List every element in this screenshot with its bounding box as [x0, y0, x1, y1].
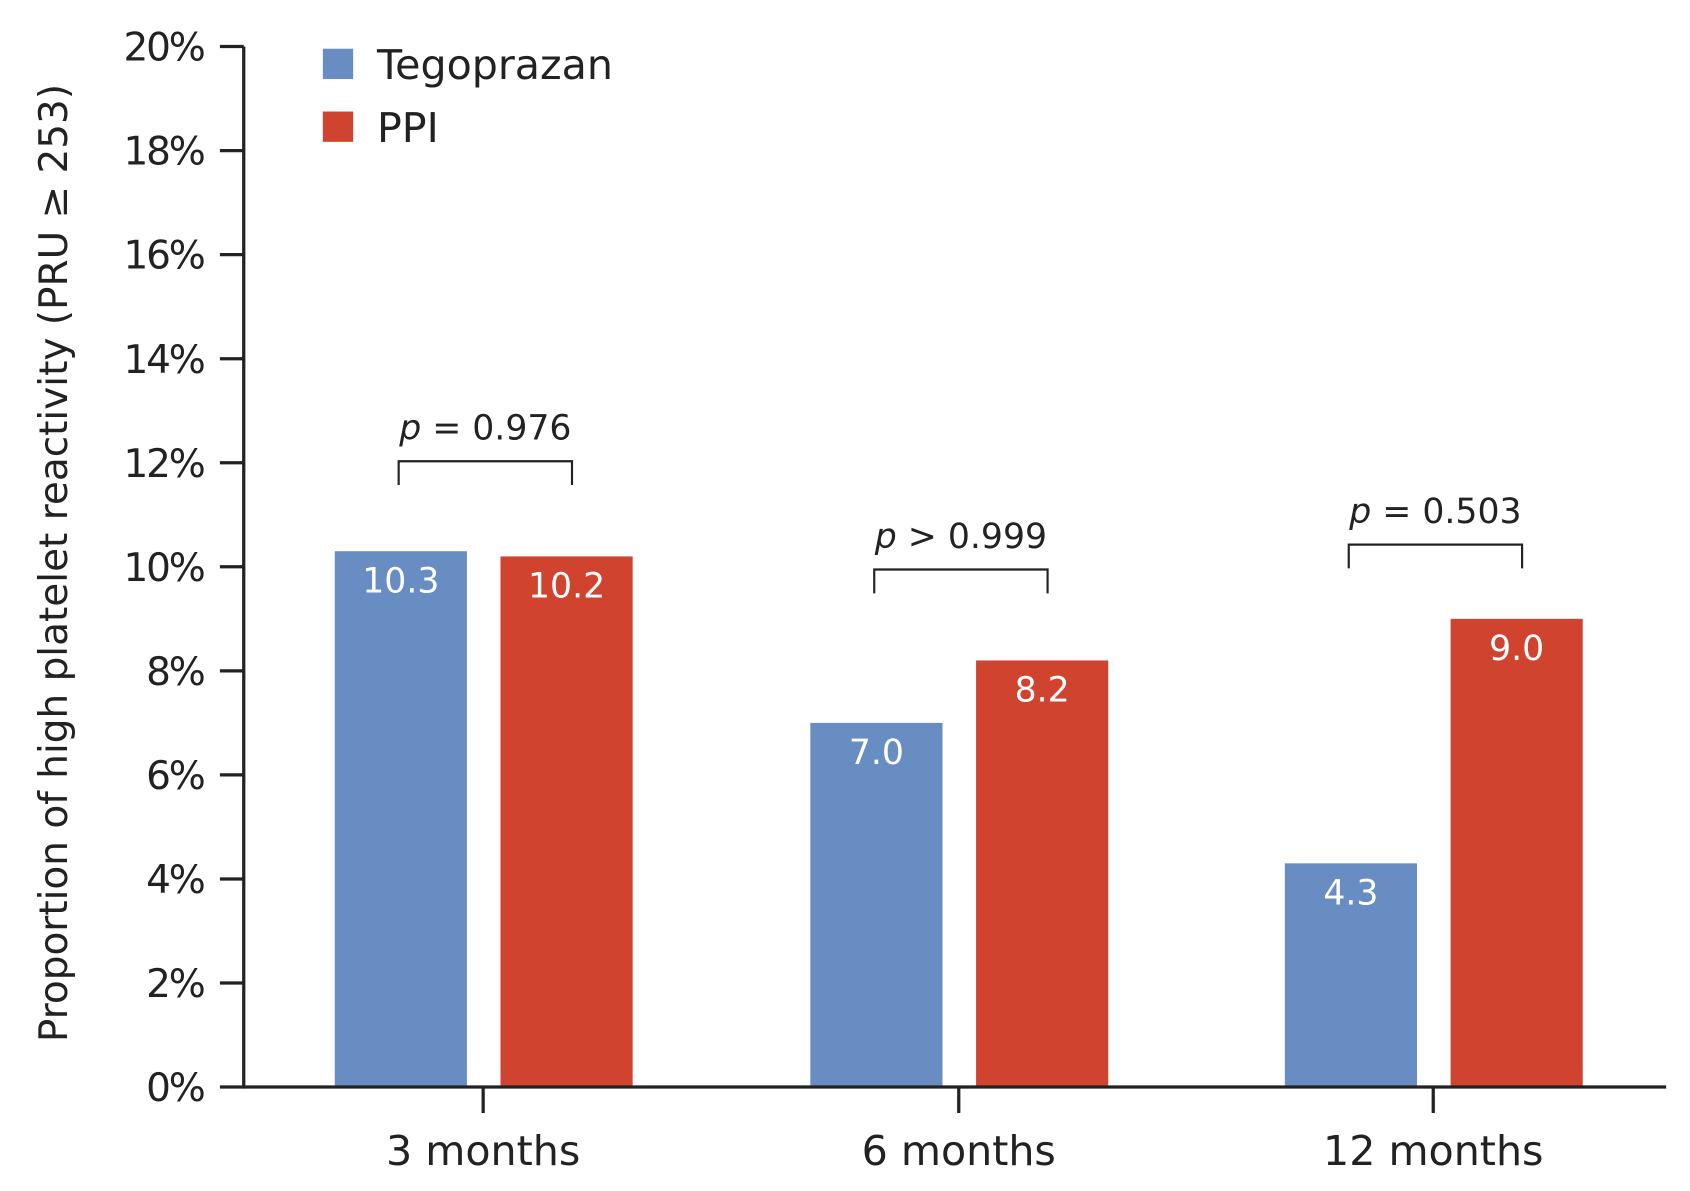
bar-tegoprazan-3	[1284, 863, 1417, 1088]
y-tick-label: 10%	[124, 546, 204, 591]
bar-ppi-1	[500, 556, 633, 1088]
p-value-label: p = 0.976	[398, 409, 571, 449]
y-tick-label: 6%	[146, 754, 204, 799]
p-value-label: p > 0.999	[874, 517, 1047, 557]
legend-label: Tegoprazan	[376, 41, 613, 89]
data-label: 9.0	[1489, 629, 1544, 669]
legend-label: PPI	[377, 104, 439, 152]
bar-ppi-2	[976, 660, 1109, 1088]
bar-tegoprazan-2	[810, 722, 943, 1088]
y-tick-label: 4%	[146, 858, 204, 903]
x-tick-label: 6 months	[862, 1127, 1056, 1175]
x-tick-label: 3 months	[386, 1127, 580, 1175]
data-label: 10.2	[528, 567, 605, 607]
legend-swatch-ppi	[322, 111, 354, 142]
y-tick-label: 16%	[124, 234, 204, 279]
significance-bracket	[1347, 543, 1524, 569]
y-tick-label: 8%	[146, 650, 204, 695]
y-tick-label: 12%	[124, 442, 204, 487]
data-label: 10.3	[362, 561, 439, 601]
y-tick-label: 2%	[146, 962, 204, 1007]
data-label: 7.0	[849, 733, 904, 773]
y-axis-label: Proportion of high platelet reactivity (…	[32, 84, 77, 1042]
legend-swatch-tegoprazan	[322, 48, 354, 80]
y-tick-label: 18%	[124, 130, 204, 175]
significance-bracket	[873, 568, 1049, 594]
significance-bracket	[397, 460, 574, 486]
y-tick-label: 20%	[124, 26, 204, 71]
data-label: 8.2	[1015, 671, 1070, 711]
data-label: 4.3	[1323, 874, 1378, 914]
bar-ppi-3	[1450, 618, 1583, 1088]
y-tick-label: 14%	[124, 338, 204, 383]
p-value-label: p = 0.503	[1348, 492, 1521, 532]
x-tick-label: 12 months	[1323, 1127, 1543, 1175]
bar-tegoprazan-1	[334, 551, 467, 1088]
y-tick-label: 0%	[146, 1066, 204, 1111]
